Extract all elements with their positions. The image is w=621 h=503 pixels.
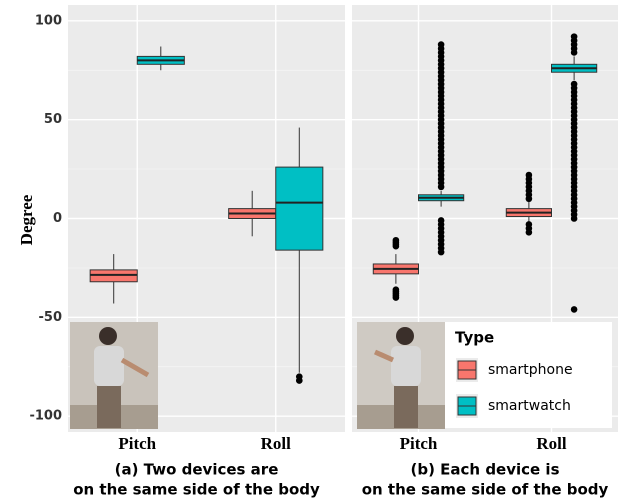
photo-b <box>357 322 445 429</box>
y-tick-label: 50 <box>44 112 62 127</box>
outlier <box>438 249 445 256</box>
y-tick-label: 100 <box>35 13 62 28</box>
photo-a <box>70 322 158 429</box>
y-tick-label: -100 <box>29 409 62 424</box>
x-tick-label: Roll <box>261 434 292 453</box>
outlier <box>526 172 533 179</box>
x-tick-label: Roll <box>536 434 567 453</box>
legend-label: smartwatch <box>488 398 571 414</box>
outlier <box>526 229 533 236</box>
outlier <box>393 294 400 301</box>
outlier <box>296 377 303 384</box>
outlier <box>571 215 578 222</box>
caption: (a) Two devices are <box>115 461 279 479</box>
y-tick-label: 0 <box>53 211 62 226</box>
x-tick-label: Pitch <box>400 434 438 453</box>
x-tick-label: Pitch <box>118 434 156 453</box>
caption: on the same side of the body <box>73 481 320 499</box>
outlier <box>438 41 445 48</box>
box <box>276 167 323 250</box>
caption: (b) Each device is <box>410 461 559 479</box>
chart: Degree -100 -50 0 50 100 Pitch Roll (a) Two dev… <box>0 0 621 503</box>
legend-title: Type <box>455 329 494 347</box>
y-axis-label: Degree <box>17 194 36 245</box>
legend-label: smartphone <box>488 362 573 378</box>
caption: on the same side of the body <box>362 481 609 499</box>
y-tick-label: -50 <box>39 310 63 325</box>
outlier <box>571 306 578 313</box>
outlier <box>571 33 578 40</box>
outlier <box>393 243 400 250</box>
